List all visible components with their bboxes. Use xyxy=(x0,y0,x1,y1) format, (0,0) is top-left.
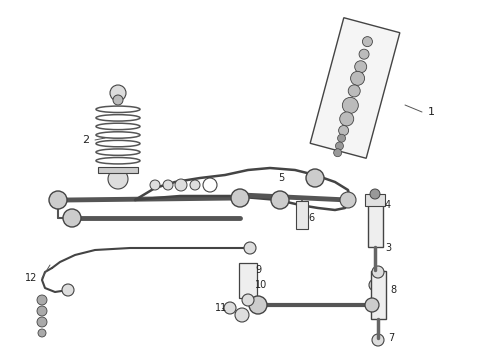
Bar xyxy=(370,271,386,319)
Circle shape xyxy=(37,306,47,316)
Circle shape xyxy=(108,169,128,189)
Circle shape xyxy=(249,296,267,314)
Text: 4: 4 xyxy=(385,200,391,210)
Circle shape xyxy=(369,279,381,291)
Bar xyxy=(239,262,257,297)
Circle shape xyxy=(370,189,380,199)
Circle shape xyxy=(231,189,249,207)
Circle shape xyxy=(150,180,160,190)
Circle shape xyxy=(203,178,217,192)
Text: 6: 6 xyxy=(308,213,314,223)
Circle shape xyxy=(38,329,46,337)
Circle shape xyxy=(271,191,289,209)
Circle shape xyxy=(348,85,360,97)
Bar xyxy=(98,167,138,173)
Circle shape xyxy=(37,295,47,305)
Circle shape xyxy=(244,242,256,254)
Text: 11: 11 xyxy=(215,303,227,313)
Text: 1: 1 xyxy=(428,107,435,117)
Text: 8: 8 xyxy=(390,285,396,295)
Text: 9: 9 xyxy=(255,265,261,275)
Circle shape xyxy=(338,134,345,142)
Circle shape xyxy=(372,266,384,278)
Text: 12: 12 xyxy=(25,273,37,283)
Circle shape xyxy=(235,308,249,322)
Text: 2: 2 xyxy=(82,135,89,145)
Circle shape xyxy=(363,37,372,47)
Circle shape xyxy=(343,98,358,113)
Circle shape xyxy=(359,49,369,59)
Text: 5: 5 xyxy=(278,173,284,183)
Text: 10: 10 xyxy=(255,280,267,290)
Bar xyxy=(296,201,308,229)
Text: 7: 7 xyxy=(388,333,394,343)
Circle shape xyxy=(175,179,187,191)
Circle shape xyxy=(372,334,384,346)
Circle shape xyxy=(63,209,81,227)
Text: 3: 3 xyxy=(385,243,391,253)
Circle shape xyxy=(355,61,367,73)
Circle shape xyxy=(113,95,123,105)
Circle shape xyxy=(340,112,354,126)
Circle shape xyxy=(224,302,236,314)
Circle shape xyxy=(340,192,356,208)
Circle shape xyxy=(190,180,200,190)
Circle shape xyxy=(49,191,67,209)
Circle shape xyxy=(336,142,343,150)
Circle shape xyxy=(350,71,365,85)
Circle shape xyxy=(365,298,379,312)
Circle shape xyxy=(242,294,254,306)
Circle shape xyxy=(306,169,324,187)
Circle shape xyxy=(163,180,173,190)
Bar xyxy=(310,18,400,158)
Circle shape xyxy=(62,284,74,296)
Bar xyxy=(365,194,385,206)
Circle shape xyxy=(110,85,126,101)
Circle shape xyxy=(339,126,348,135)
Circle shape xyxy=(334,149,342,157)
Bar xyxy=(368,197,383,247)
Circle shape xyxy=(37,317,47,327)
